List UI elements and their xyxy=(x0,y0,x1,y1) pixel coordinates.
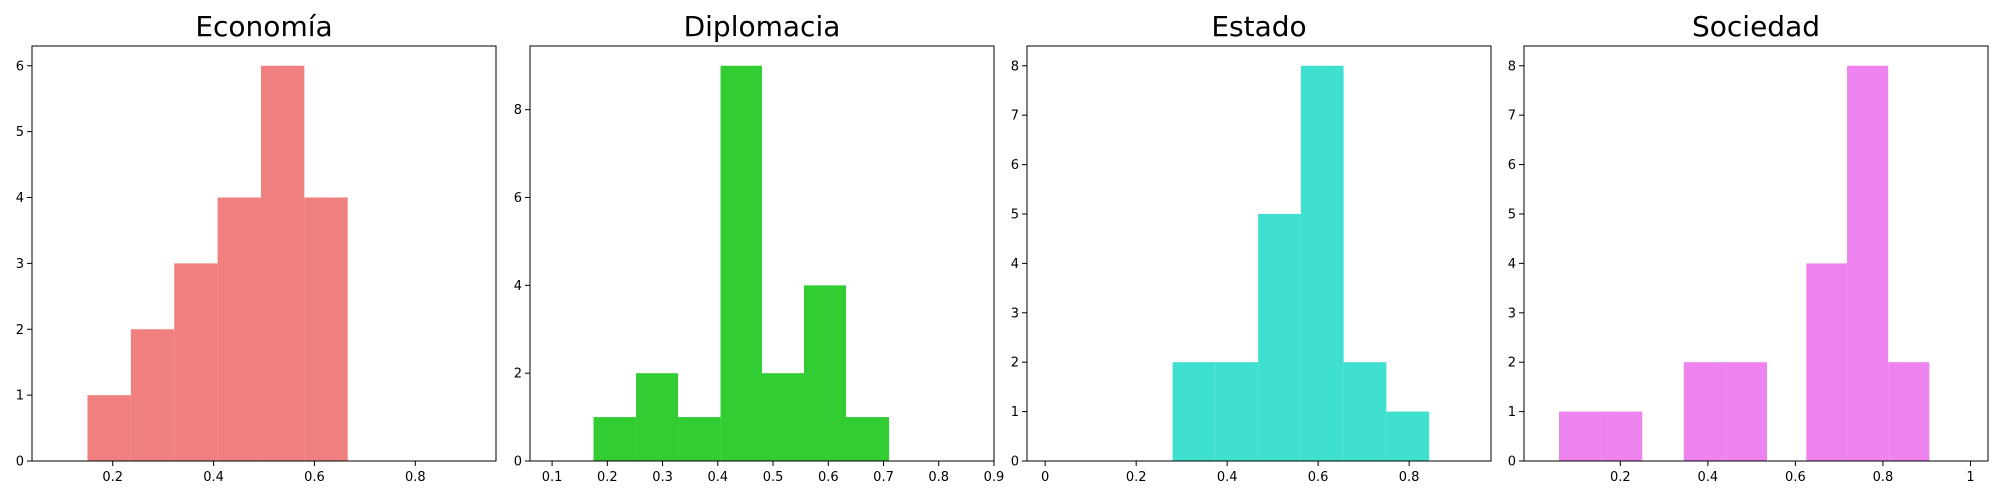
axes-frame xyxy=(1523,45,1989,462)
histogram-bar xyxy=(1888,362,1930,461)
histogram-bar xyxy=(130,329,175,461)
y-tick-label: 8 xyxy=(1508,59,1516,74)
y-tick-label: 5 xyxy=(1508,207,1516,222)
y-tick-label: 4 xyxy=(1508,257,1516,272)
y-tick-label: 6 xyxy=(1011,158,1019,173)
y-tick-label: 2 xyxy=(16,323,24,338)
x-tick-label: 0.8 xyxy=(1399,470,1420,485)
axes-frame xyxy=(1026,45,1492,462)
histogram-bar xyxy=(304,197,348,461)
y-tick-label: 1 xyxy=(1011,405,1019,420)
histogram-bar xyxy=(1559,411,1601,461)
y-tick-label: 3 xyxy=(16,257,24,272)
y-tick-label: 3 xyxy=(1011,306,1019,321)
x-tick-label: 0.5 xyxy=(763,470,784,485)
panel-estado: 0 0.2 0.4 0.6 0.8 0 1 2 3 4 5 6 7 8 Estado xyxy=(1011,10,1492,485)
x-tick-label: 1 xyxy=(1966,470,1974,485)
histogram-bar xyxy=(1300,65,1344,461)
chart-title: Sociedad xyxy=(1692,10,1820,43)
histogram-bar xyxy=(1600,411,1643,461)
panel-sociedad: 0.2 0.4 0.6 0.8 1 0 1 2 3 4 5 6 7 8 Sociedad xyxy=(1508,10,1989,485)
histogram-bar xyxy=(593,417,637,461)
axes-frame xyxy=(31,45,497,462)
y-tick-label: 1 xyxy=(1508,405,1516,420)
x-tick-label: 0.1 xyxy=(542,470,563,485)
x-tick-label: 0.6 xyxy=(818,470,839,485)
histogram-bar xyxy=(678,417,721,461)
histogram-bar xyxy=(1806,263,1848,461)
histogram-bar xyxy=(1386,411,1430,461)
y-tick-label: 4 xyxy=(514,279,522,294)
chart-title: Economía xyxy=(195,10,332,43)
x-tick-label: 0.8 xyxy=(928,470,949,485)
y-tick-label: 4 xyxy=(16,191,24,206)
x-tick-label: 0.2 xyxy=(1126,470,1147,485)
histogram-bar xyxy=(260,65,305,461)
histogram-bar xyxy=(1343,362,1387,461)
histogram-bar xyxy=(720,65,762,461)
histogram-bar xyxy=(845,417,890,461)
y-tick-label: 2 xyxy=(514,367,522,382)
y-tick-label: 6 xyxy=(1508,158,1516,173)
x-tick-label: 0.2 xyxy=(1610,470,1631,485)
y-tick-label: 3 xyxy=(1508,306,1516,321)
x-tick-label: 0 xyxy=(1041,470,1049,485)
panel-economia: 0.2 0.4 0.6 0.8 0 1 2 3 4 5 6 Economía xyxy=(16,10,497,485)
histogram-bar xyxy=(1725,362,1767,461)
histogram-bar xyxy=(1258,213,1301,461)
y-tick-label: 6 xyxy=(514,191,522,206)
y-tick-label: 0 xyxy=(16,455,24,470)
y-tick-label: 7 xyxy=(1508,109,1516,124)
y-tick-label: 8 xyxy=(514,103,522,118)
x-tick-label: 0.6 xyxy=(304,470,325,485)
y-tick-label: 8 xyxy=(1011,59,1019,74)
y-tick-label: 7 xyxy=(1011,109,1019,124)
y-tick-label: 5 xyxy=(1011,207,1019,222)
histogram-bar xyxy=(762,373,804,461)
x-tick-label: 0.9 xyxy=(984,470,1005,485)
y-tick-label: 1 xyxy=(16,389,24,404)
histogram-bar xyxy=(1847,65,1889,461)
panel-diplomacia: 0.1 0.2 0.3 0.4 0.5 0.6 0.7 0.8 0.9 0 2 4 6 8 Diplomac… xyxy=(514,10,1005,485)
axes-frame xyxy=(529,45,995,462)
chart-title: Diplomacia xyxy=(684,10,841,43)
histogram-bar xyxy=(87,395,131,461)
histogram-bar xyxy=(174,263,218,461)
y-tick-label: 5 xyxy=(16,125,24,140)
y-tick-label: 6 xyxy=(16,59,24,74)
histogram-bar xyxy=(1215,362,1259,461)
histogram-bar xyxy=(217,197,261,461)
x-tick-label: 0.8 xyxy=(1873,470,1894,485)
histogram-bar xyxy=(803,285,846,461)
y-tick-label: 4 xyxy=(1011,257,1019,272)
x-tick-label: 0.4 xyxy=(1217,470,1238,485)
x-tick-label: 0.7 xyxy=(873,470,894,485)
histogram-bar xyxy=(636,373,679,461)
x-tick-label: 0.4 xyxy=(203,470,224,485)
y-tick-label: 0 xyxy=(1508,455,1516,470)
x-tick-label: 0.3 xyxy=(652,470,673,485)
y-tick-label: 0 xyxy=(1011,455,1019,470)
chart-title: Estado xyxy=(1211,10,1306,43)
y-tick-label: 2 xyxy=(1011,356,1019,371)
y-tick-label: 2 xyxy=(1508,356,1516,371)
y-tick-label: 0 xyxy=(514,455,522,470)
x-tick-label: 0.4 xyxy=(707,470,728,485)
x-tick-label: 0.2 xyxy=(102,470,123,485)
x-tick-label: 0.6 xyxy=(1785,470,1806,485)
x-tick-label: 0.4 xyxy=(1698,470,1719,485)
x-tick-label: 0.2 xyxy=(597,470,618,485)
x-tick-label: 0.8 xyxy=(405,470,426,485)
histogram-bar xyxy=(1683,362,1726,461)
histogram-bar xyxy=(1172,362,1216,461)
x-tick-label: 0.6 xyxy=(1308,470,1329,485)
